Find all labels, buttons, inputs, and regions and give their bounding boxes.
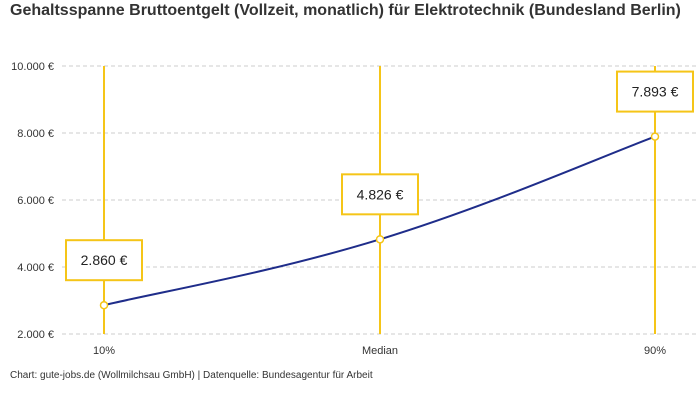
data-label-box xyxy=(341,173,419,216)
data-point xyxy=(99,300,109,310)
data-label-box xyxy=(616,70,694,113)
data-label-text: 2.860 € xyxy=(81,252,128,268)
data-labels: 2.860 € 4.826 € 7.893 € xyxy=(65,70,694,282)
y-tick-label: 10.000 € xyxy=(11,61,54,73)
data-label: 2.860 € xyxy=(65,239,143,282)
chart-source-note: Chart: gute-jobs.de (Wollmilchsau GmbH) … xyxy=(10,370,373,381)
y-tick-label: 2.000 € xyxy=(17,329,54,341)
data-point xyxy=(650,132,660,141)
x-tick-label: 90% xyxy=(644,345,666,357)
y-axis-tick-labels: 2.000 € 4.000 € 6.000 € 8.000 € 10.000 € xyxy=(11,61,54,341)
data-points xyxy=(99,132,660,310)
data-label-text: 4.826 € xyxy=(357,186,404,202)
data-point xyxy=(375,235,385,244)
data-label: 7.893 € xyxy=(616,70,694,113)
y-tick-label: 8.000 € xyxy=(17,128,54,140)
data-label: 4.826 € xyxy=(341,173,419,216)
chart-title: Gehaltsspanne Bruttoentgelt (Vollzeit, m… xyxy=(10,2,681,19)
x-axis-tick-labels: 10% Median 90% xyxy=(93,345,666,357)
data-label-box xyxy=(65,239,143,282)
y-tick-label: 6.000 € xyxy=(17,195,54,207)
data-label-text: 7.893 € xyxy=(632,84,679,100)
y-tick-label: 4.000 € xyxy=(17,262,54,274)
x-tick-label: 10% xyxy=(93,345,115,357)
x-tick-label: Median xyxy=(362,345,398,357)
